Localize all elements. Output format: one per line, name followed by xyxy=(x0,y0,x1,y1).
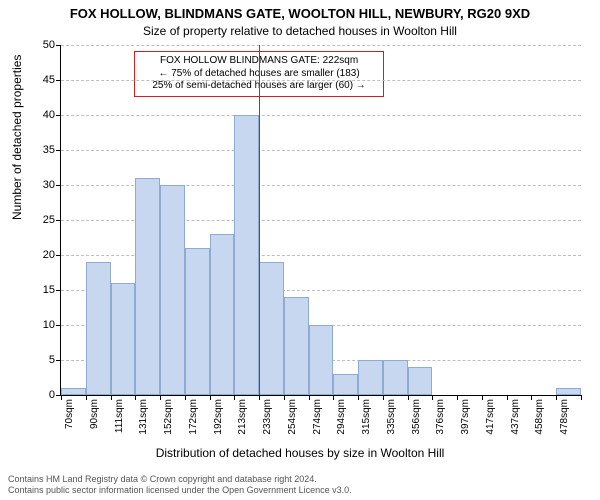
x-tick-label: 478sqm xyxy=(559,399,570,435)
histogram-bar xyxy=(333,374,358,395)
y-tick-mark xyxy=(56,325,61,326)
chart-title: FOX HOLLOW, BLINDMANS GATE, WOOLTON HILL… xyxy=(0,6,600,21)
histogram-bar xyxy=(284,297,309,395)
x-tick-mark xyxy=(432,395,433,400)
x-tick-mark xyxy=(482,395,483,400)
x-tick-label: 131sqm xyxy=(138,399,149,435)
histogram-bar xyxy=(408,367,433,395)
histogram-bar xyxy=(160,185,185,395)
x-tick-label: 192sqm xyxy=(213,399,224,435)
x-tick-mark xyxy=(581,395,582,400)
y-tick-mark xyxy=(56,80,61,81)
x-tick-mark xyxy=(408,395,409,400)
histogram-bar xyxy=(556,388,581,395)
footer-line: Contains HM Land Registry data © Crown c… xyxy=(8,474,592,485)
x-tick-mark xyxy=(383,395,384,400)
x-tick-label: 254sqm xyxy=(287,399,298,435)
x-axis-label: Distribution of detached houses by size … xyxy=(0,446,600,460)
x-tick-label: 274sqm xyxy=(312,399,323,435)
histogram-bar xyxy=(185,248,210,395)
x-tick-mark xyxy=(531,395,532,400)
y-tick-mark xyxy=(56,220,61,221)
x-tick-label: 376sqm xyxy=(435,399,446,435)
y-tick-mark xyxy=(56,255,61,256)
x-tick-mark xyxy=(210,395,211,400)
histogram-bar xyxy=(210,234,235,395)
histogram-bar xyxy=(86,262,111,395)
x-tick-label: 356sqm xyxy=(411,399,422,435)
y-tick-mark xyxy=(56,45,61,46)
gridline xyxy=(61,80,581,81)
gridline xyxy=(61,45,581,46)
y-tick-mark xyxy=(56,360,61,361)
x-tick-mark xyxy=(111,395,112,400)
x-tick-mark xyxy=(358,395,359,400)
x-tick-mark xyxy=(333,395,334,400)
x-tick-mark xyxy=(234,395,235,400)
histogram-bar xyxy=(111,283,136,395)
x-tick-label: 437sqm xyxy=(510,399,521,435)
chart-subtitle: Size of property relative to detached ho… xyxy=(0,24,600,38)
x-tick-mark xyxy=(284,395,285,400)
x-tick-label: 172sqm xyxy=(188,399,199,435)
x-tick-label: 213sqm xyxy=(237,399,248,435)
gridline xyxy=(61,115,581,116)
footer-line: Contains public sector information licen… xyxy=(8,485,592,496)
histogram-bar xyxy=(309,325,334,395)
x-tick-label: 90sqm xyxy=(89,399,100,429)
x-tick-mark xyxy=(507,395,508,400)
histogram-bar xyxy=(358,360,383,395)
x-tick-label: 233sqm xyxy=(262,399,273,435)
x-tick-label: 70sqm xyxy=(64,399,75,429)
histogram-bar xyxy=(135,178,160,395)
x-tick-mark xyxy=(309,395,310,400)
gridline xyxy=(61,150,581,151)
x-tick-label: 335sqm xyxy=(386,399,397,435)
x-tick-mark xyxy=(259,395,260,400)
x-tick-mark xyxy=(160,395,161,400)
histogram-bar xyxy=(234,115,259,395)
x-tick-mark xyxy=(86,395,87,400)
histogram-bar xyxy=(259,262,284,395)
x-tick-mark xyxy=(185,395,186,400)
x-tick-label: 294sqm xyxy=(336,399,347,435)
y-tick-mark xyxy=(56,290,61,291)
y-tick-mark xyxy=(56,115,61,116)
histogram-bar xyxy=(61,388,86,395)
y-tick-mark xyxy=(56,185,61,186)
x-tick-label: 152sqm xyxy=(163,399,174,435)
x-tick-mark xyxy=(61,395,62,400)
y-axis-label: Number of detached properties xyxy=(10,55,24,220)
x-tick-label: 315sqm xyxy=(361,399,372,435)
y-tick-mark xyxy=(56,150,61,151)
plot-area: FOX HOLLOW BLINDMANS GATE: 222sqm ← 75% … xyxy=(60,45,581,396)
x-tick-label: 417sqm xyxy=(485,399,496,435)
x-tick-label: 458sqm xyxy=(534,399,545,435)
property-marker-line xyxy=(259,45,260,395)
x-tick-mark xyxy=(556,395,557,400)
histogram-bar xyxy=(383,360,408,395)
chart-container: FOX HOLLOW, BLINDMANS GATE, WOOLTON HILL… xyxy=(0,0,600,500)
x-tick-label: 111sqm xyxy=(114,399,125,433)
x-tick-mark xyxy=(457,395,458,400)
x-tick-mark xyxy=(135,395,136,400)
x-tick-label: 397sqm xyxy=(460,399,471,435)
attribution-footer: Contains HM Land Registry data © Crown c… xyxy=(8,474,592,497)
